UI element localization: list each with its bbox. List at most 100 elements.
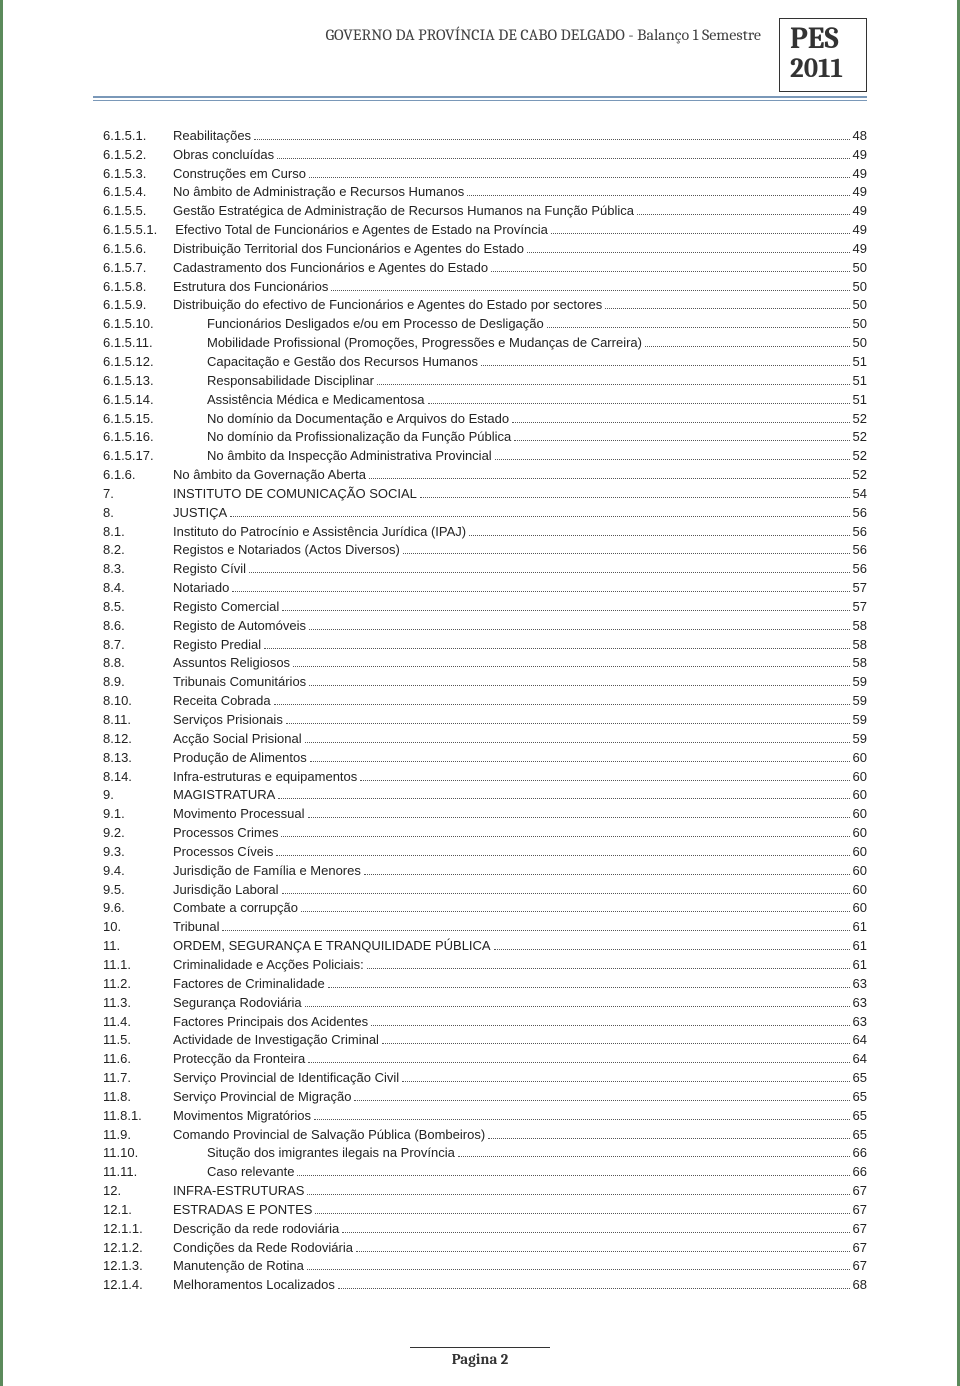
toc-leader-dots — [282, 882, 850, 894]
toc-leader-dots — [297, 1165, 849, 1177]
toc-title: Reabilitações — [173, 127, 251, 146]
toc-title: No domínio da Profissionalização da Funç… — [173, 428, 511, 447]
toc-leader-dots — [494, 938, 850, 950]
toc-page-number: 64 — [853, 1050, 867, 1069]
toc-number: 9.5. — [103, 881, 173, 900]
toc-number: 11.9. — [103, 1126, 173, 1145]
toc-page-number: 52 — [853, 410, 867, 429]
toc-leader-dots — [364, 863, 850, 875]
toc-number: 8.3. — [103, 560, 173, 579]
toc-row: 8.7.Registo Predial58 — [103, 636, 867, 655]
toc-title: Manutenção de Rotina — [173, 1257, 304, 1276]
toc-page-number: 63 — [853, 975, 867, 994]
toc-title: Capacitação e Gestão dos Recursos Humano… — [173, 353, 478, 372]
toc-title: Movimento Processual — [173, 805, 305, 824]
toc-number: 11.3. — [103, 994, 173, 1013]
toc-number: 11.5. — [103, 1031, 173, 1050]
toc-number: 8.10. — [103, 692, 173, 711]
toc-row: 6.1.5.16.No domínio da Profissionalizaçã… — [103, 428, 867, 447]
toc-page-number: 64 — [853, 1031, 867, 1050]
toc-row: 12.1.ESTRADAS E PONTES 67 — [103, 1201, 867, 1220]
toc-number: 9.1. — [103, 805, 173, 824]
toc-row: 11.5.Actividade de Investigação Criminal… — [103, 1031, 867, 1050]
toc-number: 11.7. — [103, 1069, 173, 1088]
toc-row: 8.14.Infra-estruturas e equipamentos60 — [103, 768, 867, 787]
toc-row: 12.1.1.Descrição da rede rodoviária67 — [103, 1220, 867, 1239]
toc-leader-dots — [512, 411, 849, 423]
toc-title: Infra-estruturas e equipamentos — [173, 768, 357, 787]
toc-number: 8.4. — [103, 579, 173, 598]
toc-leader-dots — [308, 1052, 849, 1064]
toc-title: Registo Cívil — [173, 560, 246, 579]
toc-number: 8.12. — [103, 730, 173, 749]
toc-number: 6.1.5.17. — [103, 447, 173, 466]
toc-page-number: 63 — [853, 994, 867, 1013]
toc-leader-dots — [402, 1070, 849, 1082]
toc-leader-dots — [514, 430, 849, 442]
toc-title: Construções em Curso — [173, 165, 306, 184]
toc-leader-dots — [360, 769, 849, 781]
toc-title: Segurança Rodoviária — [173, 994, 302, 1013]
toc-title: Tribunal — [173, 918, 219, 937]
toc-leader-dots — [305, 731, 850, 743]
toc-row: 11.8.1.Movimentos Migratórios65 — [103, 1107, 867, 1126]
toc-row: 8.11.Serviços Prisionais59 — [103, 711, 867, 730]
toc-page-number: 60 — [853, 824, 867, 843]
toc-row: 11.7.Serviço Provincial de Identificação… — [103, 1069, 867, 1088]
toc-row: 6.1.5.8.Estrutura dos Funcionários50 — [103, 278, 867, 297]
table-of-contents: 6.1.5.1.Reabilitações486.1.5.2.Obras con… — [3, 127, 957, 1295]
toc-row: 11.8.Serviço Provincial de Migração65 — [103, 1088, 867, 1107]
toc-title: Combate a corrupção — [173, 899, 298, 918]
toc-leader-dots — [488, 1127, 849, 1139]
toc-page-number: 52 — [853, 466, 867, 485]
toc-number: 8.11. — [103, 711, 173, 730]
toc-leader-dots — [527, 241, 850, 253]
pes-year-box: PES 2011 — [779, 18, 867, 92]
toc-leader-dots — [369, 467, 850, 479]
toc-page-number: 66 — [853, 1163, 867, 1182]
toc-page-number: 60 — [853, 768, 867, 787]
toc-leader-dots — [308, 807, 850, 819]
toc-page-number: 51 — [853, 353, 867, 372]
toc-title: Notariado — [173, 579, 229, 598]
toc-leader-dots — [315, 1202, 849, 1214]
toc-leader-dots — [274, 693, 850, 705]
toc-row: 9.6.Combate a corrupção60 — [103, 899, 867, 918]
toc-row: 6.1.5.6.Distribuição Territorial dos Fun… — [103, 240, 867, 259]
toc-number: 12.1. — [103, 1201, 173, 1220]
toc-number: 9.2. — [103, 824, 173, 843]
toc-title: Registo de Automóveis — [173, 617, 306, 636]
toc-number: 11.8.1. — [103, 1107, 173, 1126]
toc-row: 8.9.Tribunais Comunitários59 — [103, 673, 867, 692]
toc-number: 8.9. — [103, 673, 173, 692]
toc-number: 6.1.5.13. — [103, 372, 173, 391]
toc-title: Serviço Provincial de Identificação Civi… — [173, 1069, 399, 1088]
toc-leader-dots — [309, 675, 849, 687]
toc-number: 6.1.5.5.1. — [103, 221, 175, 240]
toc-leader-dots — [356, 1240, 850, 1252]
toc-number: 8.8. — [103, 654, 173, 673]
toc-page-number: 67 — [853, 1201, 867, 1220]
toc-number: 12.1.2. — [103, 1239, 173, 1258]
toc-page-number: 50 — [853, 259, 867, 278]
toc-row: 8.3.Registo Cívil56 — [103, 560, 867, 579]
toc-page-number: 63 — [853, 1013, 867, 1032]
toc-row: 12.1.4.Melhoramentos Localizados68 — [103, 1276, 867, 1295]
toc-number: 6.1.5.12. — [103, 353, 173, 372]
toc-page-number: 60 — [853, 843, 867, 862]
toc-leader-dots — [495, 449, 850, 461]
toc-row: 6.1.5.4.No âmbito de Administração e Rec… — [103, 183, 867, 202]
toc-title: ESTRADAS E PONTES — [173, 1201, 312, 1220]
toc-leader-dots — [382, 1033, 850, 1045]
toc-title: JUSTIÇA — [173, 504, 227, 523]
toc-page-number: 68 — [853, 1276, 867, 1295]
toc-leader-dots — [645, 335, 850, 347]
toc-number: 12.1.1. — [103, 1220, 173, 1239]
toc-row: 8.5.Registo Comercial57 — [103, 598, 867, 617]
toc-number: 6.1.5.5. — [103, 202, 173, 221]
toc-number: 11.8. — [103, 1088, 173, 1107]
header-title: GOVERNO DA PROVÍNCIA DE CABO DELGADO - B… — [325, 18, 761, 44]
toc-leader-dots — [277, 147, 849, 159]
toc-leader-dots — [467, 185, 849, 197]
toc-title: Mobilidade Profissional (Promoções, Prog… — [173, 334, 642, 353]
